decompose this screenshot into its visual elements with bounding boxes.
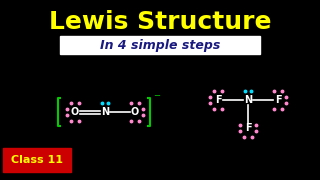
- Text: F: F: [245, 123, 251, 133]
- Text: O: O: [131, 107, 139, 117]
- Text: Class 11: Class 11: [11, 155, 63, 165]
- Text: Lewis Structure: Lewis Structure: [49, 10, 271, 34]
- Text: F: F: [275, 95, 281, 105]
- Text: −: −: [153, 91, 160, 100]
- Text: N: N: [101, 107, 109, 117]
- FancyBboxPatch shape: [60, 36, 260, 54]
- Text: N: N: [244, 95, 252, 105]
- Text: F: F: [215, 95, 221, 105]
- Text: In 4 simple steps: In 4 simple steps: [100, 39, 220, 51]
- Text: O: O: [71, 107, 79, 117]
- FancyBboxPatch shape: [3, 148, 71, 172]
